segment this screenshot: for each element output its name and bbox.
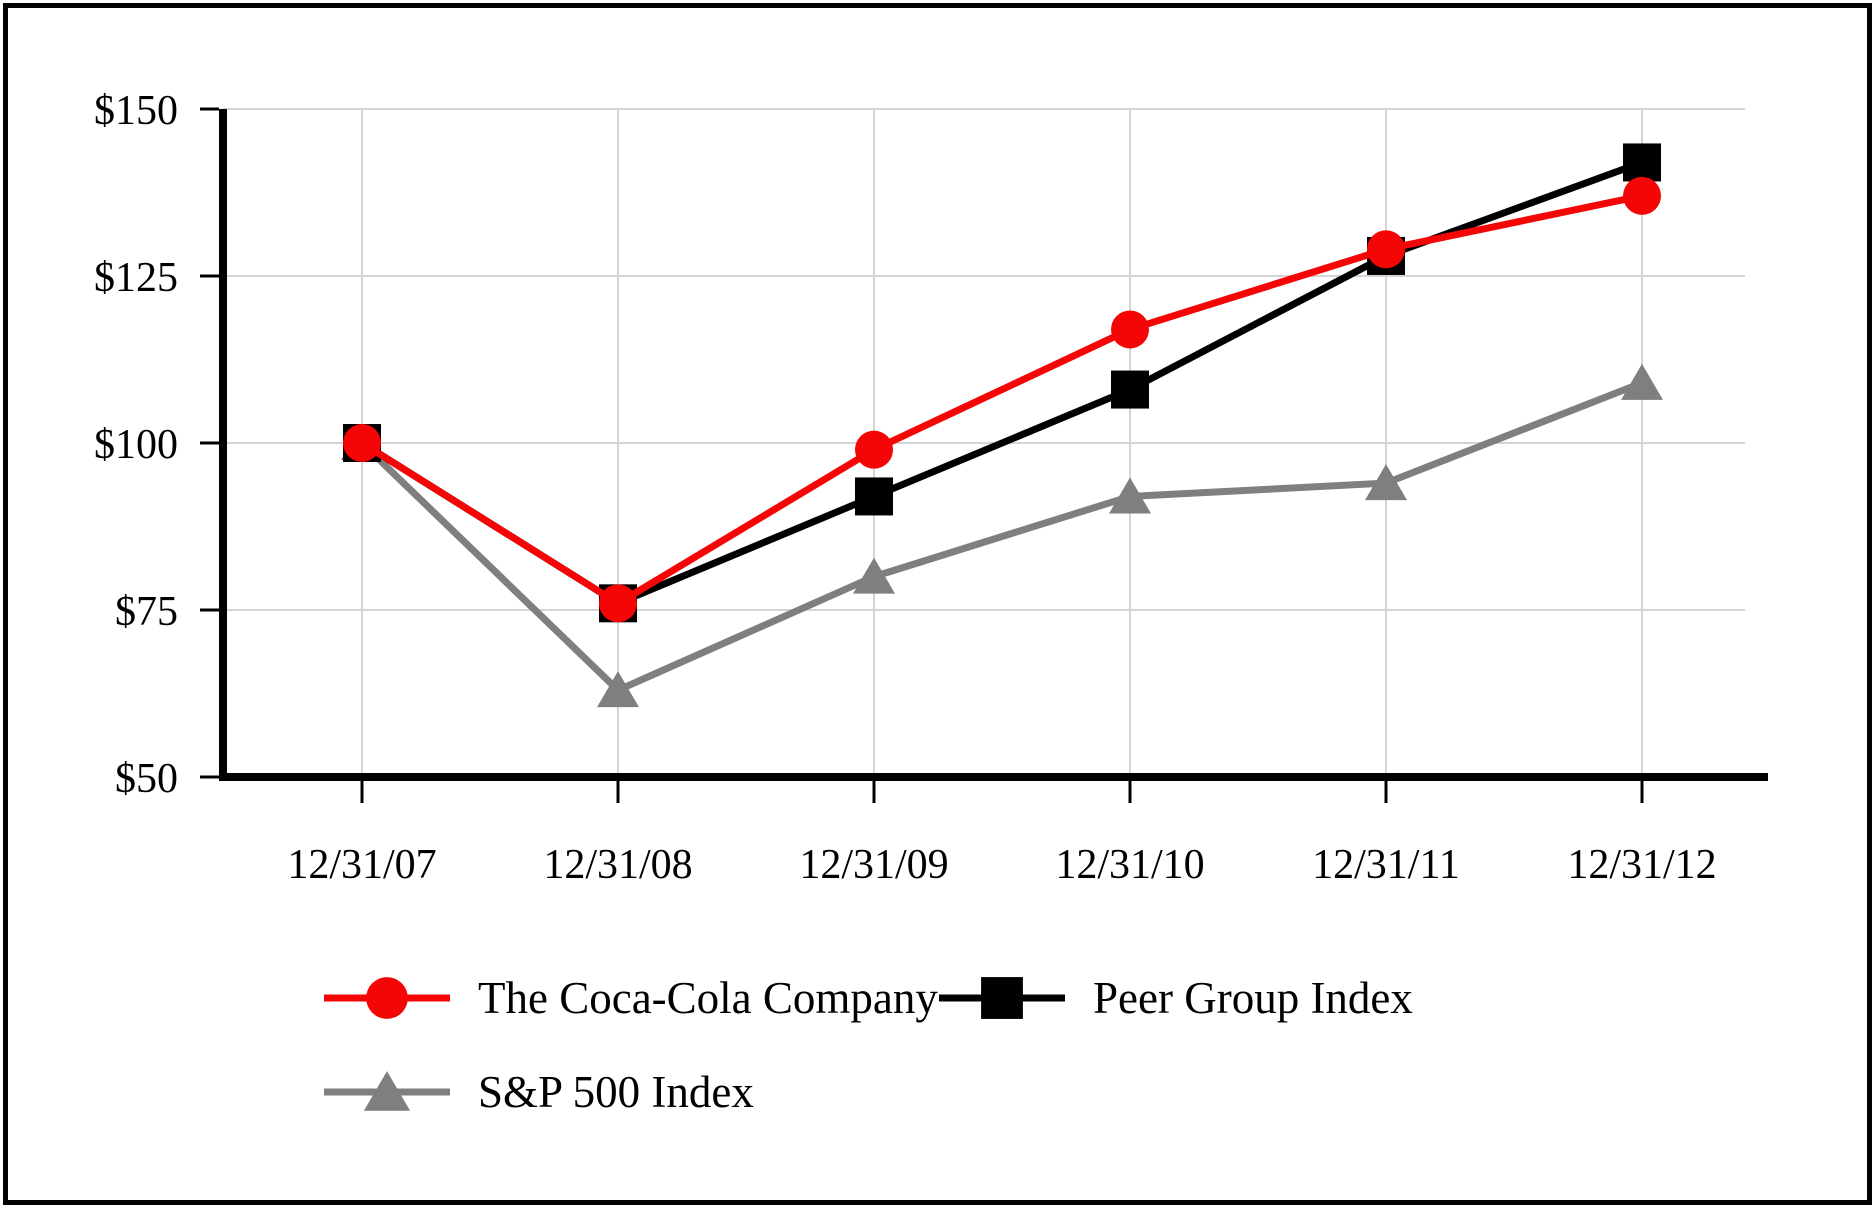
y-tick-label: $125 bbox=[94, 255, 178, 301]
series-line bbox=[360, 192, 1643, 608]
circle-marker bbox=[855, 430, 893, 469]
legend-label-coca-cola: The Coca-Cola Company bbox=[478, 973, 938, 1023]
x-tick-label: 12/31/12 bbox=[1567, 842, 1716, 888]
square-marker bbox=[855, 477, 893, 516]
square-marker bbox=[1623, 143, 1661, 182]
y-tick-label: $75 bbox=[115, 589, 178, 635]
y-tick-label: $100 bbox=[94, 422, 178, 468]
circle-marker bbox=[343, 424, 381, 462]
red-circle-series-icon bbox=[324, 977, 450, 1019]
circle-marker bbox=[1367, 230, 1405, 269]
x-tick-label: 12/31/08 bbox=[543, 842, 692, 888]
x-tick-label: 12/31/09 bbox=[799, 842, 948, 888]
y-tick-label: $50 bbox=[115, 756, 178, 802]
circle-marker bbox=[599, 584, 637, 623]
series-line bbox=[359, 379, 1644, 695]
legend-label-peer-group: Peer Group Index bbox=[1093, 973, 1413, 1023]
circle-marker bbox=[1111, 310, 1149, 349]
triangle-marker bbox=[363, 1071, 411, 1111]
circle-marker bbox=[366, 977, 408, 1019]
square-marker bbox=[981, 977, 1023, 1019]
x-tick-label: 12/31/07 bbox=[287, 842, 436, 888]
legend-item-coca-cola: The Coca-Cola Company bbox=[320, 974, 938, 1022]
gray-triangle-series-icon bbox=[324, 1071, 450, 1111]
triangle-marker bbox=[1109, 477, 1151, 514]
legend-item-sp500: S&P 500 Index bbox=[320, 1068, 754, 1116]
square-marker bbox=[1111, 370, 1149, 409]
y-tick-label: $150 bbox=[94, 88, 178, 134]
x-tick-label: 12/31/11 bbox=[1312, 842, 1460, 888]
triangle-marker bbox=[853, 557, 895, 594]
triangle-marker bbox=[1365, 464, 1407, 501]
black-square-series-icon bbox=[939, 977, 1065, 1019]
circle-marker bbox=[1623, 176, 1661, 215]
x-tick-label: 12/31/10 bbox=[1055, 842, 1204, 888]
legend-label-sp500: S&P 500 Index bbox=[478, 1067, 754, 1117]
triangle-marker bbox=[597, 671, 639, 708]
triangle-marker bbox=[1621, 363, 1663, 400]
legend-item-peer-group: Peer Group Index bbox=[935, 974, 1413, 1022]
